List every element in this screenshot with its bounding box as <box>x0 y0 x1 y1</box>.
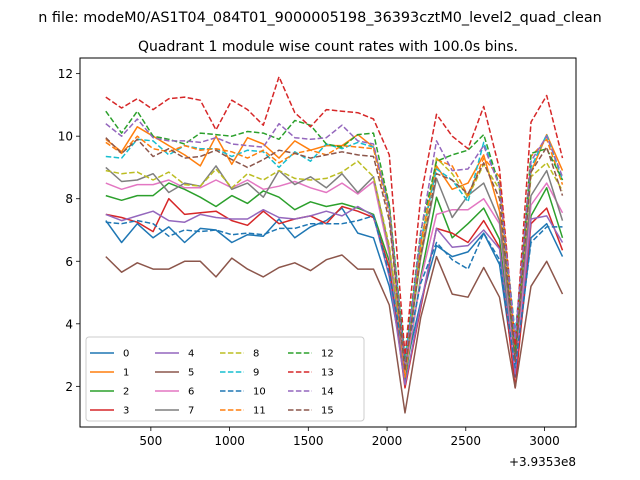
legend-label-14: 14 <box>321 387 334 398</box>
y-axis: 2 4 6 8 10 12 <box>58 67 80 394</box>
x-axis-offset-text: +3.9353e8 <box>509 455 576 469</box>
legend-label-5: 5 <box>188 368 194 379</box>
axes-frame <box>79 57 577 428</box>
y-tick-label: 2 <box>65 380 73 394</box>
x-tick-label: 2500 <box>451 434 482 448</box>
legend-label-1: 1 <box>123 368 129 379</box>
series-line-13 <box>105 76 564 356</box>
series-line-11 <box>105 135 564 378</box>
legend-label-13: 13 <box>321 368 334 379</box>
x-tick-label: 1500 <box>293 434 324 448</box>
legend-label-8: 8 <box>253 349 259 360</box>
legend-label-10: 10 <box>253 387 266 398</box>
legend-label-11: 11 <box>253 406 266 417</box>
legend-label-4: 4 <box>188 349 194 360</box>
legend-label-3: 3 <box>123 406 129 417</box>
figure-suptitle: n file: modeM0/AS1T04_084T01_9000005198_… <box>38 10 602 26</box>
series-line-7 <box>105 165 564 372</box>
chart-title: Quadrant 1 module wise count rates with … <box>138 39 518 55</box>
y-tick-label: 10 <box>58 130 73 144</box>
x-tick-label: 3000 <box>529 434 560 448</box>
x-tick-label: 2000 <box>372 434 403 448</box>
x-axis: 500 1000 1500 2000 2500 3000 <box>139 427 560 448</box>
series-layer <box>105 76 564 414</box>
legend-label-15: 15 <box>321 406 334 417</box>
legend-label-7: 7 <box>188 406 194 417</box>
series-line-1 <box>105 126 564 369</box>
series-line-9 <box>105 133 564 359</box>
x-tick-label: 1000 <box>214 434 245 448</box>
y-tick-label: 4 <box>65 317 73 331</box>
series-line-10 <box>105 215 563 369</box>
series-line-6 <box>105 179 564 375</box>
y-tick-label: 12 <box>58 67 73 81</box>
series-line-2 <box>105 182 564 381</box>
legend-label-12: 12 <box>321 349 334 360</box>
legend-label-2: 2 <box>123 387 129 398</box>
series-line-4 <box>105 205 564 386</box>
series-line-14 <box>105 118 564 369</box>
series-line-15 <box>105 137 564 372</box>
series-line-3 <box>105 197 564 389</box>
legend-label-0: 0 <box>123 349 129 360</box>
y-tick-label: 8 <box>65 192 73 206</box>
legend-label-6: 6 <box>188 387 194 398</box>
series-line-12 <box>105 110 564 361</box>
series-line-5 <box>105 254 564 414</box>
legend-frame <box>85 336 365 422</box>
y-tick-label: 6 <box>65 255 73 269</box>
x-tick-label: 500 <box>139 434 162 448</box>
legend-label-9: 9 <box>253 368 259 379</box>
